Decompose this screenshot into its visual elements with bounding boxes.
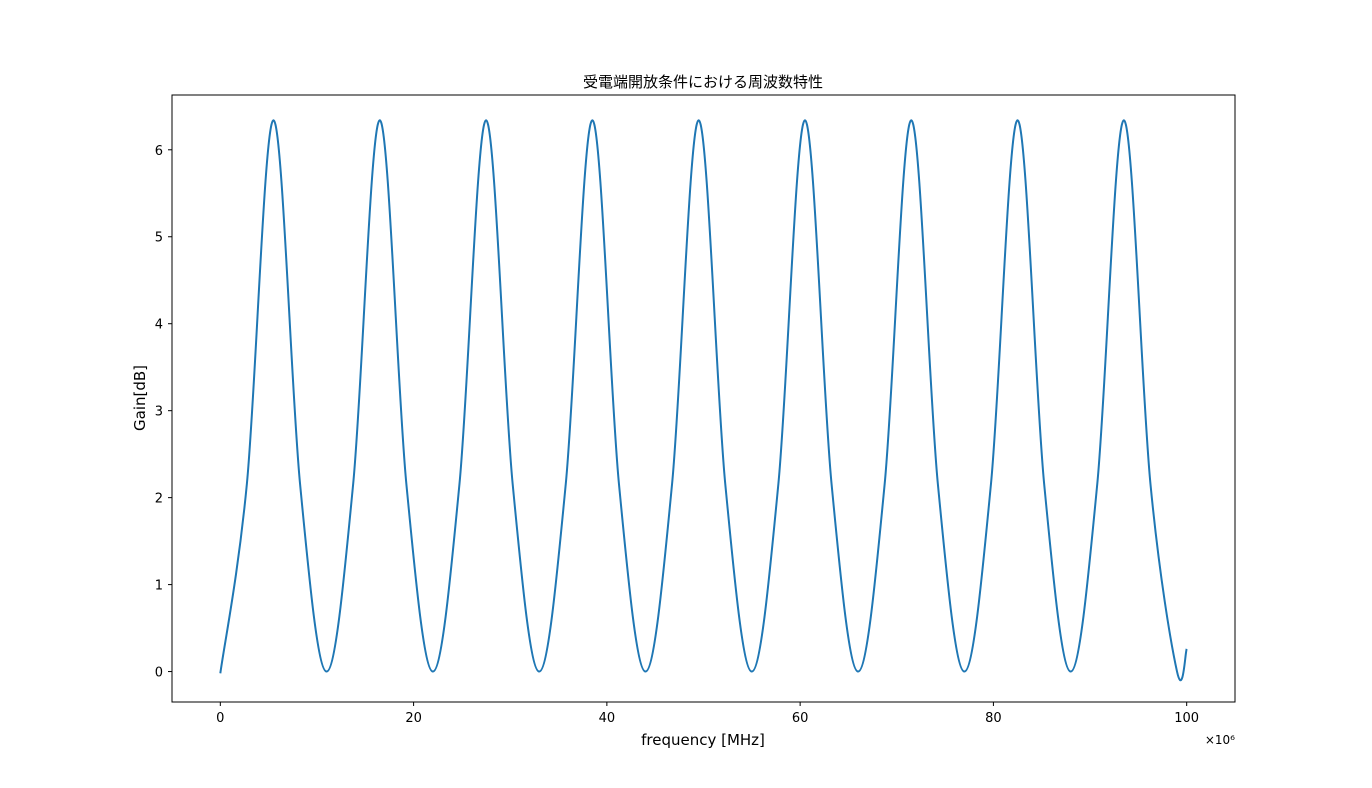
x-axis-offset-label: ×10⁶ [1205,733,1235,747]
chart-title: 受電端開放条件における周波数特性 [583,73,823,91]
y-tick-label: 1 [155,579,163,594]
y-axis-ticks: 0 1 2 3 4 5 6 [155,144,172,681]
y-tick-label: 0 [155,666,163,681]
x-tick-label: 20 [405,711,422,726]
y-tick-label: 2 [155,492,163,507]
plot-area-frame [171,94,1236,703]
x-tick-label: 0 [216,711,224,726]
x-axis-label: frequency [MHz] [641,731,765,749]
x-tick-label: 80 [985,711,1002,726]
x-tick-label: 60 [792,711,809,726]
y-axis-label: Gain[dB] [131,365,149,431]
x-tick-label: 100 [1174,711,1199,726]
y-tick-label: 5 [155,231,163,246]
x-axis-ticks: 0 20 40 60 80 100 [216,702,1199,726]
y-tick-label: 3 [155,405,163,420]
x-tick-label: 40 [599,711,616,726]
series-layer [219,119,1188,682]
series-line [219,119,1188,682]
y-tick-label: 4 [155,318,163,333]
y-tick-label: 6 [155,144,163,159]
